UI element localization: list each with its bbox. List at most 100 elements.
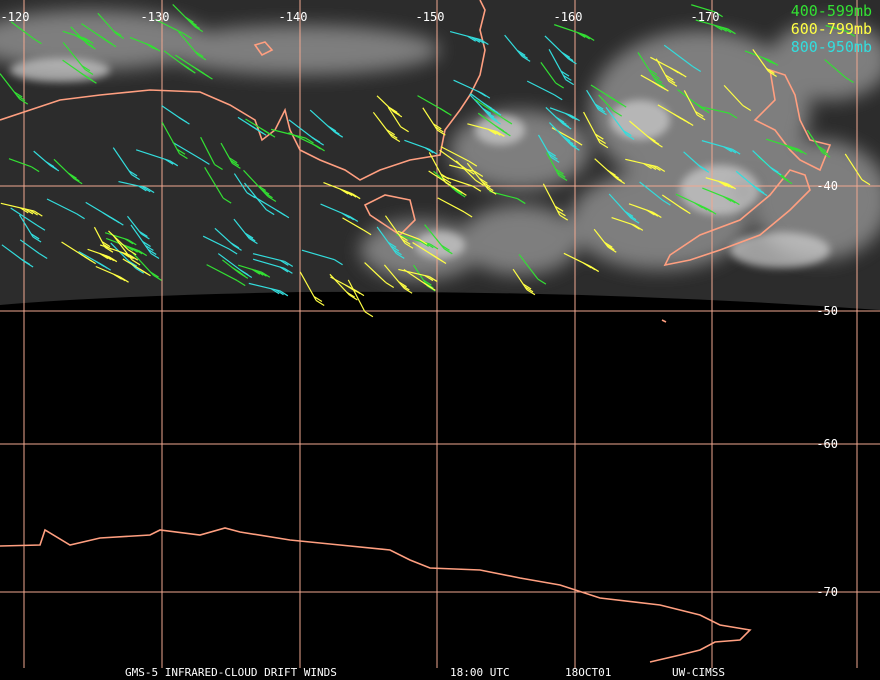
barb-shaft xyxy=(220,142,233,164)
barb-flag xyxy=(585,34,595,41)
barb-flag xyxy=(45,161,55,168)
wind-barb xyxy=(204,166,232,204)
barb-flag xyxy=(387,241,397,248)
barb-shaft xyxy=(288,131,317,147)
barb-flag xyxy=(191,65,201,72)
barb-shaft xyxy=(204,166,224,199)
barb-flag xyxy=(606,94,616,101)
barb-flag xyxy=(656,81,665,88)
barb-flag xyxy=(232,267,241,274)
barb-shaft xyxy=(428,152,446,183)
barb-shaft xyxy=(376,226,397,254)
barb-shaft xyxy=(372,111,393,137)
barb-flag xyxy=(625,133,635,140)
wind-barb xyxy=(70,26,96,50)
wind-barb xyxy=(548,49,574,86)
wind-barb xyxy=(18,214,42,243)
barb-flag xyxy=(503,118,513,125)
barb-shaft xyxy=(19,239,40,254)
wind-barb xyxy=(112,147,140,181)
longitude-label: -150 xyxy=(416,10,445,24)
barb-flag xyxy=(568,58,577,65)
barb-shaft xyxy=(252,258,285,269)
footer-text: 18:00 UTC xyxy=(450,666,510,679)
wind-barb xyxy=(428,152,454,188)
barb-flag xyxy=(13,91,23,98)
barb-flag xyxy=(694,102,703,109)
barb-flag xyxy=(131,174,140,181)
wind-barb xyxy=(214,227,242,251)
barb-flag xyxy=(233,244,242,251)
barb-flag xyxy=(596,106,606,113)
barb-flag xyxy=(624,210,634,217)
wind-barb xyxy=(233,218,258,245)
barb-flag xyxy=(424,275,434,282)
barb-flag xyxy=(311,136,321,143)
barb-shaft xyxy=(437,197,465,213)
barb-flag xyxy=(564,138,574,145)
barb-flag xyxy=(597,137,606,144)
barb-flag xyxy=(128,170,138,177)
barb-flag xyxy=(698,164,707,171)
barb-flag xyxy=(284,260,294,267)
wind-barbs xyxy=(0,3,871,318)
barb-flag xyxy=(845,76,854,83)
wind-barb xyxy=(62,42,94,76)
barb-flag xyxy=(128,260,138,267)
barb-flag xyxy=(70,175,80,182)
wind-barb xyxy=(376,95,403,118)
barb-shaft xyxy=(10,207,38,226)
wind-barb xyxy=(824,59,854,83)
barb-flag xyxy=(549,153,558,160)
barb-shaft xyxy=(691,4,715,13)
barb-shaft xyxy=(439,149,467,170)
barb-flag xyxy=(653,211,662,218)
barb-flag xyxy=(519,52,529,59)
wind-barb xyxy=(628,203,662,218)
wind-barb xyxy=(217,253,253,279)
wind-barb xyxy=(593,228,617,253)
wind-barb xyxy=(61,241,97,265)
wind-barb xyxy=(320,203,359,223)
barb-shaft xyxy=(440,146,470,162)
wind-barb xyxy=(544,35,577,65)
barb-flag xyxy=(731,199,740,206)
barb-flag xyxy=(78,35,88,43)
wind-barb xyxy=(364,262,395,288)
barb-shaft xyxy=(18,214,34,238)
wind-barb xyxy=(62,30,94,45)
barb-flag xyxy=(141,233,150,240)
wind-barb xyxy=(563,252,600,273)
barb-shaft xyxy=(583,111,601,144)
barb-flag xyxy=(164,158,174,165)
wind-barb xyxy=(453,79,491,99)
barb-flag xyxy=(648,68,658,75)
wind-barb xyxy=(540,62,565,89)
barb-flag xyxy=(607,246,617,253)
barb-flag xyxy=(423,282,433,289)
barb-shaft xyxy=(468,93,493,120)
barb-flag xyxy=(265,209,275,216)
barb-flag xyxy=(425,147,434,154)
barb-flag xyxy=(713,24,723,31)
barb-flag xyxy=(249,124,258,131)
barb-flag xyxy=(36,224,46,231)
wind-barb xyxy=(611,216,644,231)
barb-shaft xyxy=(384,215,406,244)
wind-barb xyxy=(93,226,114,253)
barb-flag xyxy=(236,280,246,287)
wind-barb xyxy=(537,134,560,163)
barb-flag xyxy=(393,111,403,118)
wind-barb xyxy=(112,235,141,266)
barb-flag xyxy=(81,65,91,72)
barb-flag xyxy=(150,253,160,260)
barb-shaft xyxy=(417,95,444,111)
barb-shaft xyxy=(474,98,505,120)
wind-barb xyxy=(625,158,666,173)
wind-barb xyxy=(512,268,536,296)
barb-flag xyxy=(752,184,761,191)
barb-flag xyxy=(724,182,733,189)
barb-shaft xyxy=(202,235,230,250)
wind-barb xyxy=(545,107,572,130)
